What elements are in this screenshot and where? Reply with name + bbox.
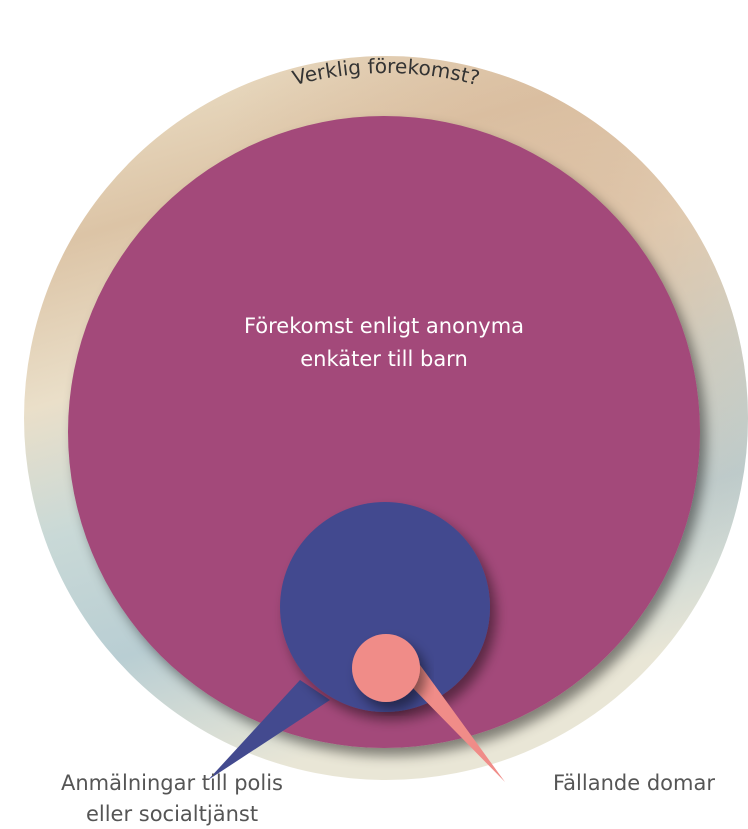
convictions-label: Fällande domar	[553, 771, 715, 795]
convictions-pointer	[405, 665, 505, 782]
reports-label: eller socialtjänst	[86, 802, 258, 826]
reports-pointer	[208, 680, 330, 780]
survey-label: enkäter till barn	[300, 347, 468, 371]
survey-label: Förekomst enligt anonyma	[244, 314, 524, 338]
reports-label: Anmälningar till polis	[61, 771, 283, 795]
convictions-circle	[352, 634, 420, 702]
survey-circle	[68, 116, 700, 748]
reports-circle	[280, 502, 490, 712]
